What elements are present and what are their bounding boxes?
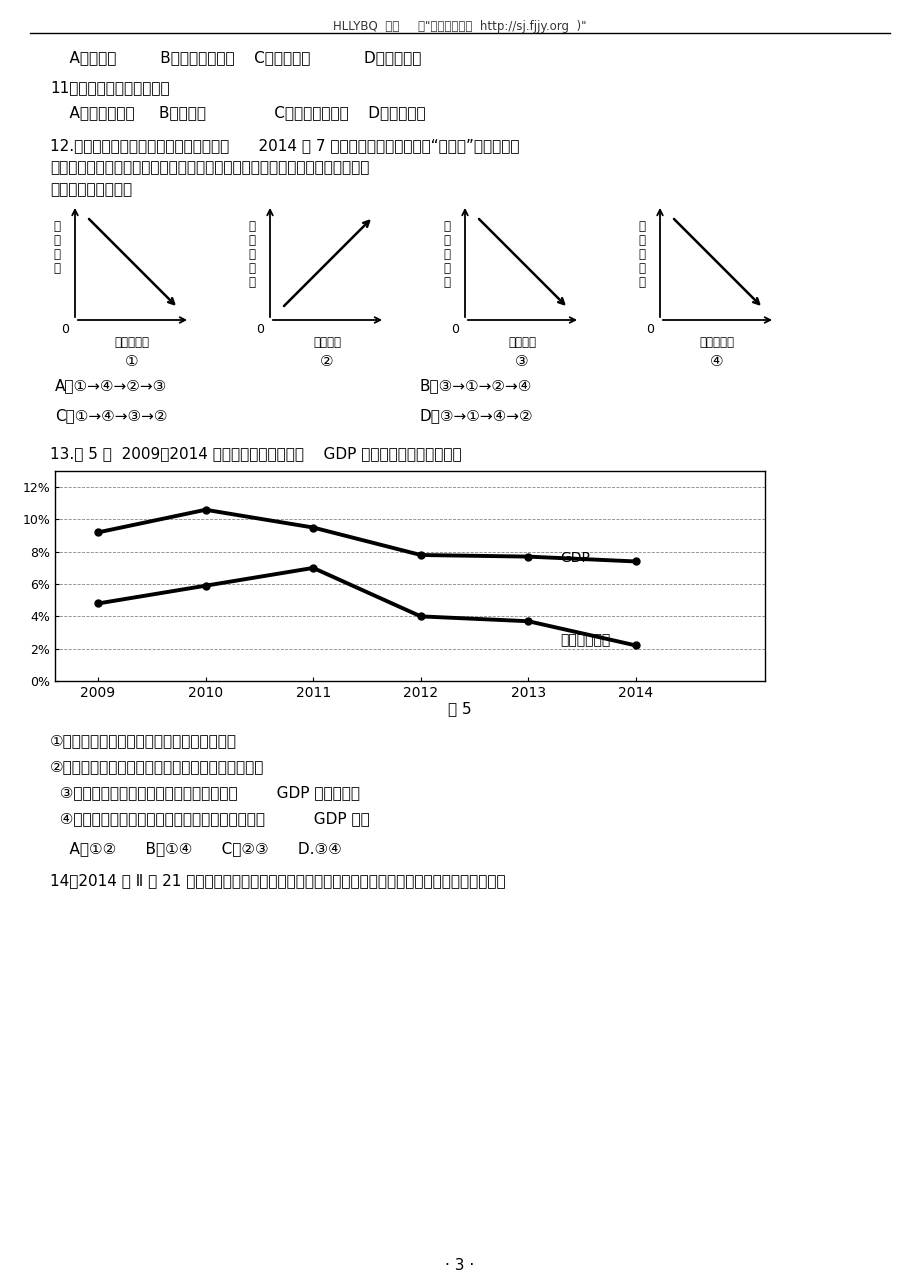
Text: GDP: GDP [560, 552, 590, 566]
Text: 量: 量 [443, 276, 450, 289]
Text: ②: ② [320, 354, 334, 369]
Text: 12.牛羊肉是老百姓餐桌上的常见食品，自      2014 年 7 月以来，曾一度被高捎的“杨贵妃”受市场供应: 12.牛羊肉是老百姓餐桌上的常见食品，自 2014 年 7 月以来，曾一度被高捎… [50, 138, 519, 153]
Text: ③能源结构的优化使一次能源的消费量随着        GDP 增长而减少: ③能源结构的优化使一次能源的消费量随着 GDP 增长而减少 [50, 785, 359, 800]
Text: 羊肉需求量: 羊肉需求量 [114, 336, 149, 349]
Text: A．纬度低         B．位于半湿润区    C．山脉阻挡           D．黄土覆盖: A．纬度低 B．位于半湿润区 C．山脉阻挡 D．黄土覆盖 [50, 50, 421, 65]
Text: 0: 0 [645, 324, 653, 336]
Text: 肉: 肉 [53, 234, 61, 247]
Text: 羊肉价格: 羊肉价格 [507, 336, 536, 349]
Text: 0: 0 [255, 324, 264, 336]
Text: 求: 求 [248, 262, 255, 275]
Text: 肉: 肉 [638, 234, 645, 247]
Text: B．③→①→②→④: B．③→①→②→④ [420, 378, 532, 392]
Text: 格: 格 [53, 262, 61, 275]
Text: C．①→④→③→②: C．①→④→③→② [55, 408, 167, 423]
Text: ②我国一次能源消费量的不断减少制约了经济的发展: ②我国一次能源消费量的不断减少制约了经济的发展 [50, 759, 264, 775]
Text: ④: ④ [709, 354, 723, 369]
Text: 0: 0 [61, 324, 69, 336]
Text: 求: 求 [638, 262, 645, 275]
Text: A．①②      B．①④      C．②③      D.③④: A．①② B．①④ C．②③ D.③④ [50, 841, 341, 856]
Text: 羊: 羊 [53, 220, 61, 233]
Text: ①我国一次能源消费增速随着经济发展而变化: ①我国一次能源消费增速随着经济发展而变化 [50, 733, 237, 748]
Text: D．③→①→④→②: D．③→①→④→② [420, 408, 533, 423]
Text: HLLYBQ  整理     供"高中试卷网（  http://sj.fjjy.org  )": HLLYBQ 整理 供"高中试卷网（ http://sj.fjjy.org )" [333, 20, 586, 33]
Text: A．①→④→②→③: A．①→④→②→③ [55, 378, 167, 392]
Text: 牛肉价格: 牛肉价格 [312, 336, 341, 349]
Text: A．有凌汛现象     B．落差大              C．水土流失严重    D．含沙量大: A．有凌汛现象 B．落差大 C．水土流失严重 D．含沙量大 [50, 104, 425, 120]
Text: 量: 量 [638, 276, 645, 289]
Text: 供: 供 [443, 248, 450, 261]
Text: 羊: 羊 [443, 220, 450, 233]
Text: 充足影响，价格持续下降，而牛肉供给基本稳定。在不考虑其他因素情况下，下: 充足影响，价格持续下降，而牛肉供给基本稳定。在不考虑其他因素情况下，下 [50, 161, 369, 175]
Text: 肉: 肉 [248, 234, 255, 247]
Text: 给: 给 [443, 262, 450, 275]
Text: 列传导过程正确的是: 列传导过程正确的是 [50, 182, 132, 197]
Text: 牛: 牛 [638, 220, 645, 233]
Text: 需: 需 [248, 248, 255, 261]
Text: 价: 价 [53, 248, 61, 261]
Text: 11．与中游相比，该段黄河: 11．与中游相比，该段黄河 [50, 80, 169, 96]
Text: 13.图 5 是  2009－2014 年我国一次能源消费及    GDP 增速，从图中可以推断出: 13.图 5 是 2009－2014 年我国一次能源消费及 GDP 增速，从图中… [50, 446, 461, 461]
Text: 一次能源消费: 一次能源消费 [560, 633, 610, 647]
Text: 需: 需 [638, 248, 645, 261]
Text: 0: 0 [450, 324, 459, 336]
Text: ①: ① [125, 354, 139, 369]
Text: · 3 ·: · 3 · [445, 1257, 474, 1273]
Text: 肉: 肉 [443, 234, 450, 247]
Text: 量: 量 [248, 276, 255, 289]
Text: 牛: 牛 [248, 220, 255, 233]
Text: 牛肉需求量: 牛肉需求量 [698, 336, 733, 349]
Text: 图 5: 图 5 [448, 701, 471, 716]
Text: ④节能碳排的力度加大使一次能源消费的增速低于          GDP 增速: ④节能碳排的力度加大使一次能源消费的增速低于 GDP 增速 [50, 812, 369, 826]
Text: ③: ③ [515, 354, 528, 369]
Text: 14．2014 年 Ⅱ 月 21 日，中国人民銀行宣布从次日起下调金融机构人民币贷款和存款基准利率。値得: 14．2014 年 Ⅱ 月 21 日，中国人民銀行宣布从次日起下调金融机构人民币… [50, 873, 505, 888]
